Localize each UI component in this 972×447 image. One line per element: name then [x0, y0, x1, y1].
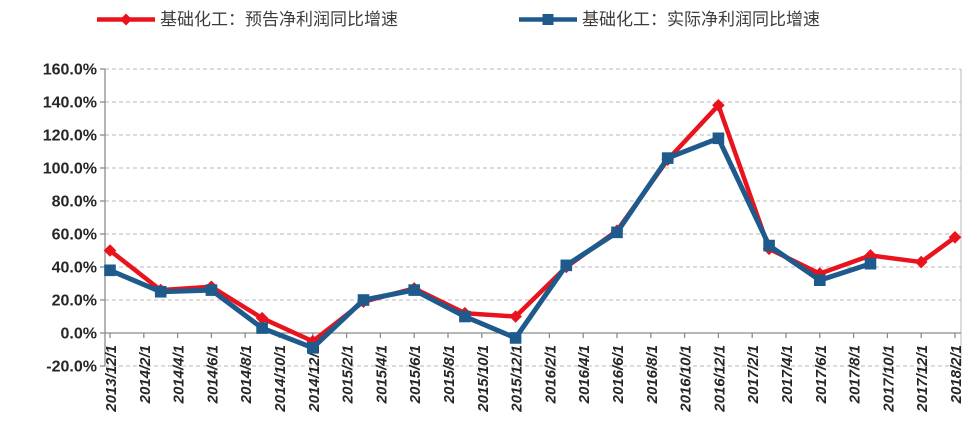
y-tick-label: 60.0%	[52, 227, 97, 244]
legend-item-actual: 基础化工：实际净利润同比增速	[519, 9, 820, 30]
x-tick-label: 2013/12/1	[103, 345, 120, 413]
x-tick-label: 2014/4/1	[171, 345, 188, 404]
legend-square-icon	[519, 14, 577, 25]
x-tick-label: 2014/2/1	[137, 345, 154, 404]
actual-square-marker	[509, 332, 522, 344]
x-tick-label: 2016/10/1	[678, 345, 695, 413]
y-tick-label: 140.0%	[43, 95, 97, 112]
series-line-actual	[107, 135, 873, 351]
x-tick-label: 2016/2/1	[542, 345, 559, 404]
x-tick-label: 2015/8/1	[441, 345, 458, 404]
actual-square-marker	[864, 257, 877, 270]
forecast-diamond-marker	[103, 244, 117, 257]
x-tick-label: 2016/12/1	[711, 345, 728, 413]
x-tick-label: 2015/6/1	[407, 345, 424, 404]
x-tick-label: 2016/4/1	[576, 345, 593, 404]
actual-square-marker	[459, 310, 471, 323]
actual-square-marker	[256, 322, 268, 334]
actual-square-marker	[763, 239, 775, 252]
x-tick-label: 2017/6/1	[813, 345, 830, 404]
actual-square-marker	[661, 152, 674, 164]
legend-label-forecast: 基础化工：预告净利润同比增速	[160, 10, 398, 29]
actual-square-marker	[205, 284, 218, 296]
legend-diamond-icon	[97, 13, 155, 26]
y-tick-label: 120.0%	[43, 128, 97, 145]
y-tick-label: 160.0%	[43, 62, 97, 79]
x-tick-label: 2015/12/1	[509, 345, 526, 413]
actual-square-marker	[307, 342, 319, 354]
x-tick-label: 2015/4/1	[373, 345, 390, 404]
y-tick-label: 100.0%	[43, 161, 97, 178]
series-line-forecast	[107, 103, 958, 344]
y-tick-label: -20.0%	[46, 359, 97, 376]
x-tick-label: 2014/10/1	[272, 345, 289, 413]
forecast-diamond-marker	[509, 310, 522, 323]
forecast-diamond-marker	[712, 99, 725, 112]
legend-label-actual: 基础化工：实际净利润同比增速	[582, 10, 820, 29]
actual-square-marker	[104, 264, 116, 277]
x-tick-label: 2017/10/1	[880, 345, 897, 413]
actual-square-marker	[611, 226, 623, 239]
y-tick-label: 20.0%	[52, 293, 97, 310]
forecast-diamond-marker	[864, 249, 877, 262]
forecast-diamond-marker	[948, 231, 962, 244]
legend-item-forecast: 基础化工：预告净利润同比增速	[97, 9, 398, 30]
x-tick-label: 2017/4/1	[779, 345, 796, 404]
y-tick-label: 0.0%	[61, 326, 97, 343]
actual-square-marker	[408, 284, 420, 296]
x-tick-label: 2015/2/1	[340, 345, 357, 404]
x-tick-label: 2016/6/1	[610, 345, 627, 404]
actual-square-marker	[357, 294, 370, 306]
x-tick-label: 2014/12/1	[306, 345, 323, 413]
x-tick-label: 2017/2/1	[745, 345, 762, 404]
x-tick-label: 2015/10/1	[475, 345, 492, 413]
x-tick-label: 2017/12/1	[914, 345, 931, 413]
forecast-diamond-marker	[914, 255, 928, 269]
x-tick-label: 2016/8/1	[644, 345, 661, 404]
actual-square-marker	[712, 132, 725, 145]
y-tick-label: 40.0%	[52, 260, 97, 277]
x-tick-label: 2018/2/1	[948, 345, 965, 404]
actual-square-marker	[560, 259, 573, 272]
y-tick-label: 80.0%	[52, 194, 97, 211]
actual-square-marker	[814, 274, 826, 286]
actual-square-marker	[154, 285, 167, 298]
x-tick-label: 2014/6/1	[204, 345, 221, 404]
x-tick-label: 2017/8/1	[847, 345, 864, 404]
forecast-diamond-marker	[255, 311, 269, 325]
x-tick-label: 2014/8/1	[238, 345, 255, 404]
